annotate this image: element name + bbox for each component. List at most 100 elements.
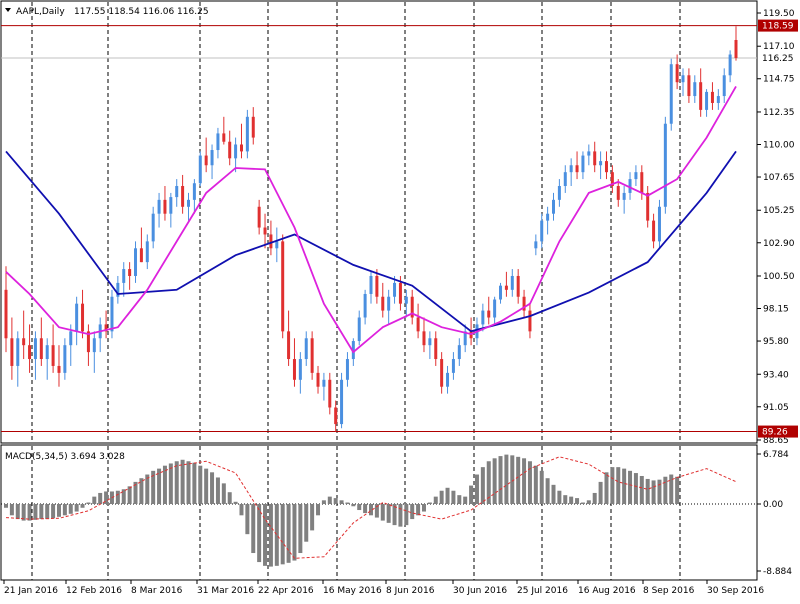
candle-body: [481, 310, 485, 325]
candle-body: [699, 82, 703, 110]
candle-body: [451, 359, 455, 373]
macd-bar: [33, 504, 38, 520]
symbol-header[interactable]: AAPL,Daily 117.55 118.54 116.06 116.25: [5, 7, 209, 17]
candle-body: [640, 172, 644, 193]
candle-body: [192, 183, 196, 200]
macd-bar: [104, 491, 109, 504]
candle-body: [145, 241, 149, 263]
price-tick-label: 93.40: [763, 370, 789, 380]
macd-bar: [162, 465, 167, 504]
candle-body: [534, 241, 538, 249]
macd-bar: [474, 474, 479, 504]
macd-signal-path: [5, 456, 737, 559]
date-label: 22 Apr 2016: [258, 586, 314, 596]
candle-body: [122, 269, 126, 283]
candle-body: [269, 234, 273, 249]
macd-bar: [139, 478, 144, 504]
candle-body: [646, 192, 650, 221]
macd-bar: [121, 489, 126, 504]
macd-bar: [257, 504, 262, 563]
price-axis: 119.50 117.10 114.75 112.35 110.00 107.65 105.…: [757, 9, 795, 446]
macd-bar: [633, 473, 638, 504]
candle-body: [381, 296, 385, 311]
candle-body: [33, 338, 37, 360]
candle-body: [175, 186, 179, 198]
candle-body: [292, 359, 296, 380]
candle-body: [575, 165, 579, 173]
candle-body: [716, 96, 720, 103]
candle-body: [28, 345, 32, 360]
macd-bar: [527, 461, 532, 504]
macd-bar: [333, 498, 338, 504]
candle-body: [357, 317, 361, 342]
macd-bar: [516, 456, 521, 504]
macd-bar: [539, 470, 544, 504]
macd-bar: [21, 504, 26, 521]
candle-body: [110, 296, 114, 332]
candle-body: [51, 345, 55, 366]
candle-body: [504, 285, 508, 290]
macd-bar: [345, 502, 350, 504]
candle-body: [522, 296, 526, 311]
price-tick-label: 95.80: [763, 337, 789, 347]
candle-body: [693, 82, 697, 97]
macd-bar: [522, 458, 527, 504]
price-tick-label: 88.65: [763, 436, 789, 446]
candle-body: [710, 91, 714, 103]
candle-body: [45, 345, 49, 360]
candle-body: [387, 296, 391, 311]
macd-bar: [404, 504, 409, 526]
candle-body: [428, 338, 432, 346]
candle-body: [510, 275, 514, 290]
macd-bar: [62, 504, 67, 516]
candle-body: [69, 331, 73, 346]
candle-body: [151, 213, 155, 242]
candle-body: [493, 299, 497, 318]
date-label: 30 Sep 2016: [707, 586, 764, 596]
macd-bar: [221, 483, 226, 504]
macd-bar: [622, 468, 627, 504]
candle-body: [257, 206, 261, 228]
macd-bar: [533, 465, 538, 504]
date-label: 21 Jan 2016: [4, 586, 58, 596]
macd-bar: [498, 456, 503, 504]
candle-body: [128, 269, 132, 276]
candle-body: [528, 310, 532, 332]
macd-indicator-label: MACD(5,34,5) 3.694 3.028: [5, 452, 125, 462]
candle-body: [487, 310, 491, 318]
candle-body: [463, 331, 467, 346]
dropdown-triangle-icon[interactable]: [5, 8, 11, 12]
macd-bar: [310, 504, 315, 531]
macd-bar: [616, 467, 621, 504]
candle-body: [657, 206, 661, 242]
candle-body: [298, 359, 302, 380]
macd-bar: [663, 476, 668, 504]
candle-body: [705, 91, 709, 110]
macd-bar: [386, 504, 391, 523]
date-label: 16 Aug 2016: [578, 586, 636, 596]
candle-body: [304, 338, 308, 360]
candle-body: [116, 282, 120, 297]
macd-bar: [215, 477, 220, 504]
macd-bar: [369, 504, 373, 516]
macd-bar: [56, 504, 61, 517]
date-label: 31 Mar 2016: [197, 586, 254, 596]
price-tick-label: 100.50: [763, 272, 795, 282]
candle-body: [163, 199, 167, 214]
candle-body: [622, 192, 626, 200]
candle-body: [669, 64, 673, 124]
macd-bar: [628, 470, 633, 504]
macd-bar: [545, 478, 550, 504]
candle-body: [22, 338, 26, 346]
candle-body: [616, 186, 620, 200]
macd-bar: [651, 480, 656, 504]
macd-bar: [439, 490, 444, 504]
date-axis: 21 Jan 2016 12 Feb 2016 8 Mar 2016 31 Mar 2…: [3, 580, 764, 596]
macd-bar: [133, 481, 138, 504]
macd-bar: [263, 504, 268, 566]
candle-body: [92, 338, 96, 353]
macd-histogram: [4, 454, 680, 567]
fast-moving-average-line: [5, 85, 737, 354]
macd-bar: [245, 504, 250, 535]
